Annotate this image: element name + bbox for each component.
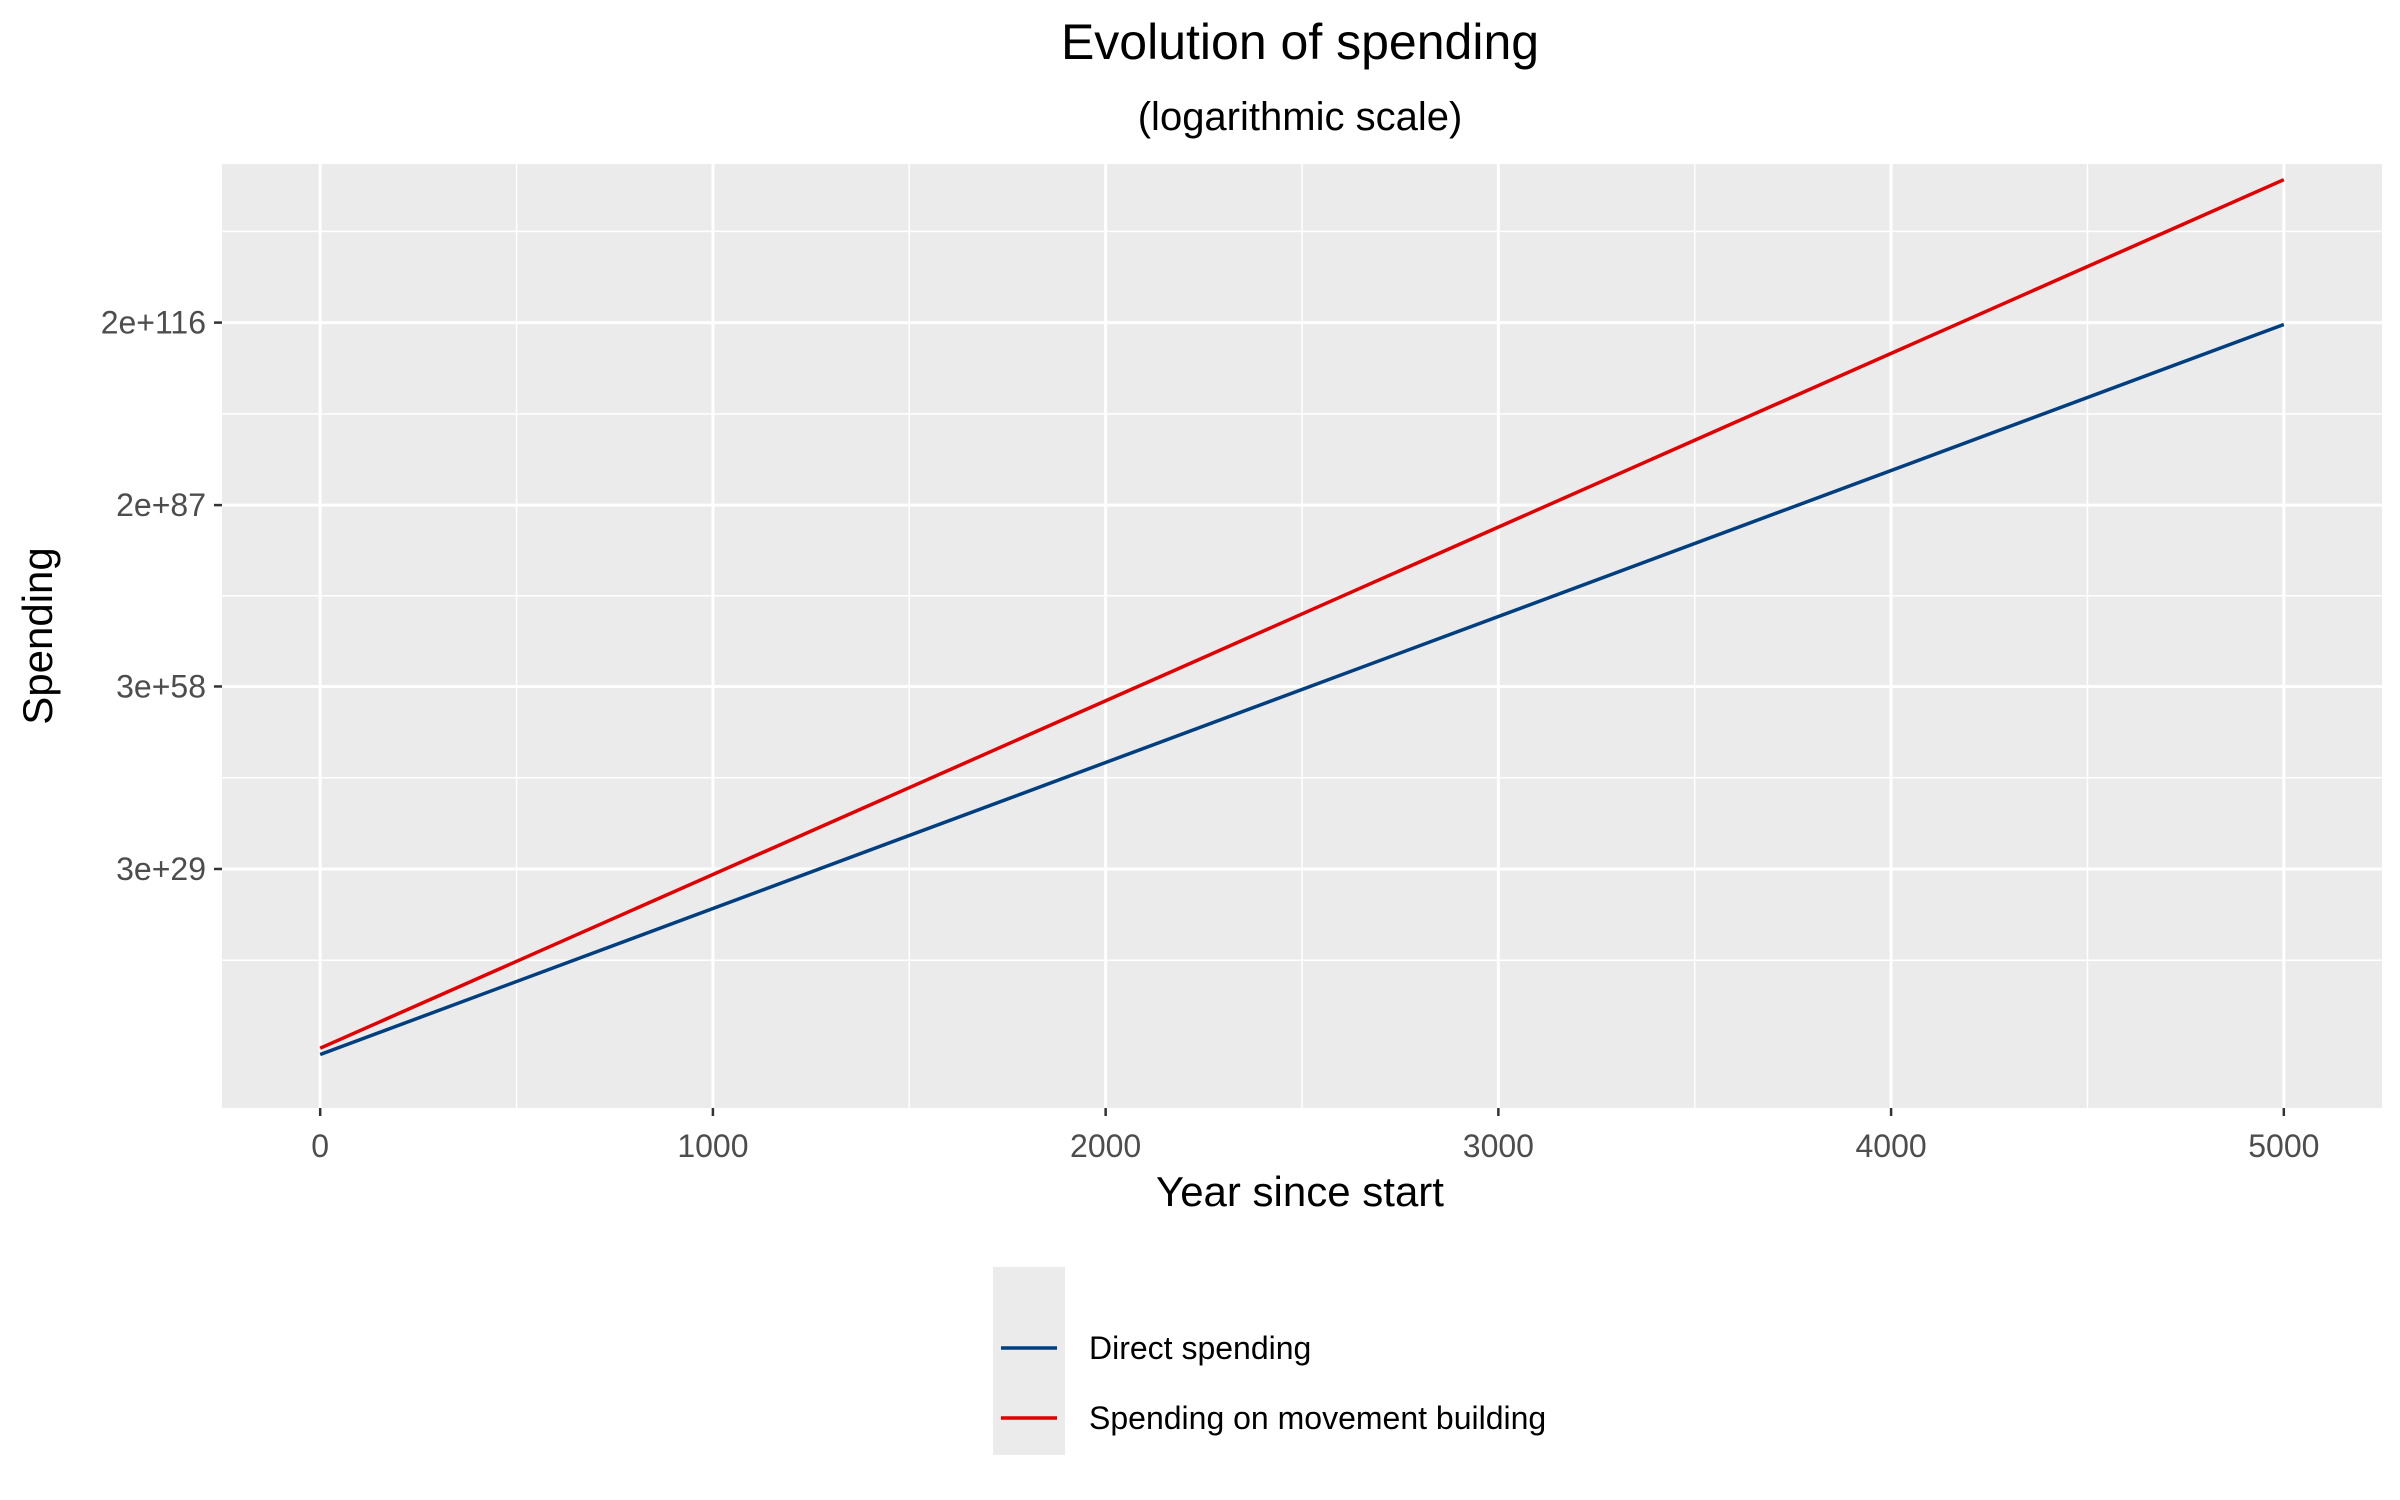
y-tick-label: 3e+29 — [116, 851, 206, 887]
series-line-1 — [319, 322, 2285, 1057]
legend: Direct spending Spending on movement buil… — [993, 1267, 1546, 1455]
grid-major — [222, 164, 2382, 1108]
y-tick-label: 3e+58 — [116, 668, 206, 704]
y-tick-label: 2e+116 — [101, 305, 206, 341]
x-axis: 0 1000 2000 3000 4000 5000 — [311, 1108, 2319, 1164]
x-tick-label: 5000 — [2248, 1128, 2319, 1164]
x-tick-label: 0 — [311, 1128, 329, 1164]
x-tick-label: 3000 — [1463, 1128, 1534, 1164]
legend-key-background — [993, 1267, 1065, 1455]
y-axis: 3e+29 3e+58 2e+87 2e+116 — [101, 305, 222, 887]
x-tick-label: 2000 — [1070, 1128, 1141, 1164]
chart-title: Evolution of spending — [1061, 14, 1539, 70]
y-tick-label: 2e+87 — [116, 487, 206, 523]
legend-label-1: Direct spending — [1089, 1330, 1311, 1366]
series-layer — [319, 178, 2285, 1057]
x-tick-label: 1000 — [677, 1128, 748, 1164]
series-line-2 — [319, 178, 2285, 1050]
x-axis-title: Year since start — [1156, 1168, 1444, 1215]
chart-subtitle: (logarithmic scale) — [1138, 95, 1463, 139]
legend-label-2: Spending on movement building — [1089, 1400, 1546, 1436]
x-tick-label: 4000 — [1855, 1128, 1926, 1164]
y-axis-title: Spending — [14, 547, 61, 725]
